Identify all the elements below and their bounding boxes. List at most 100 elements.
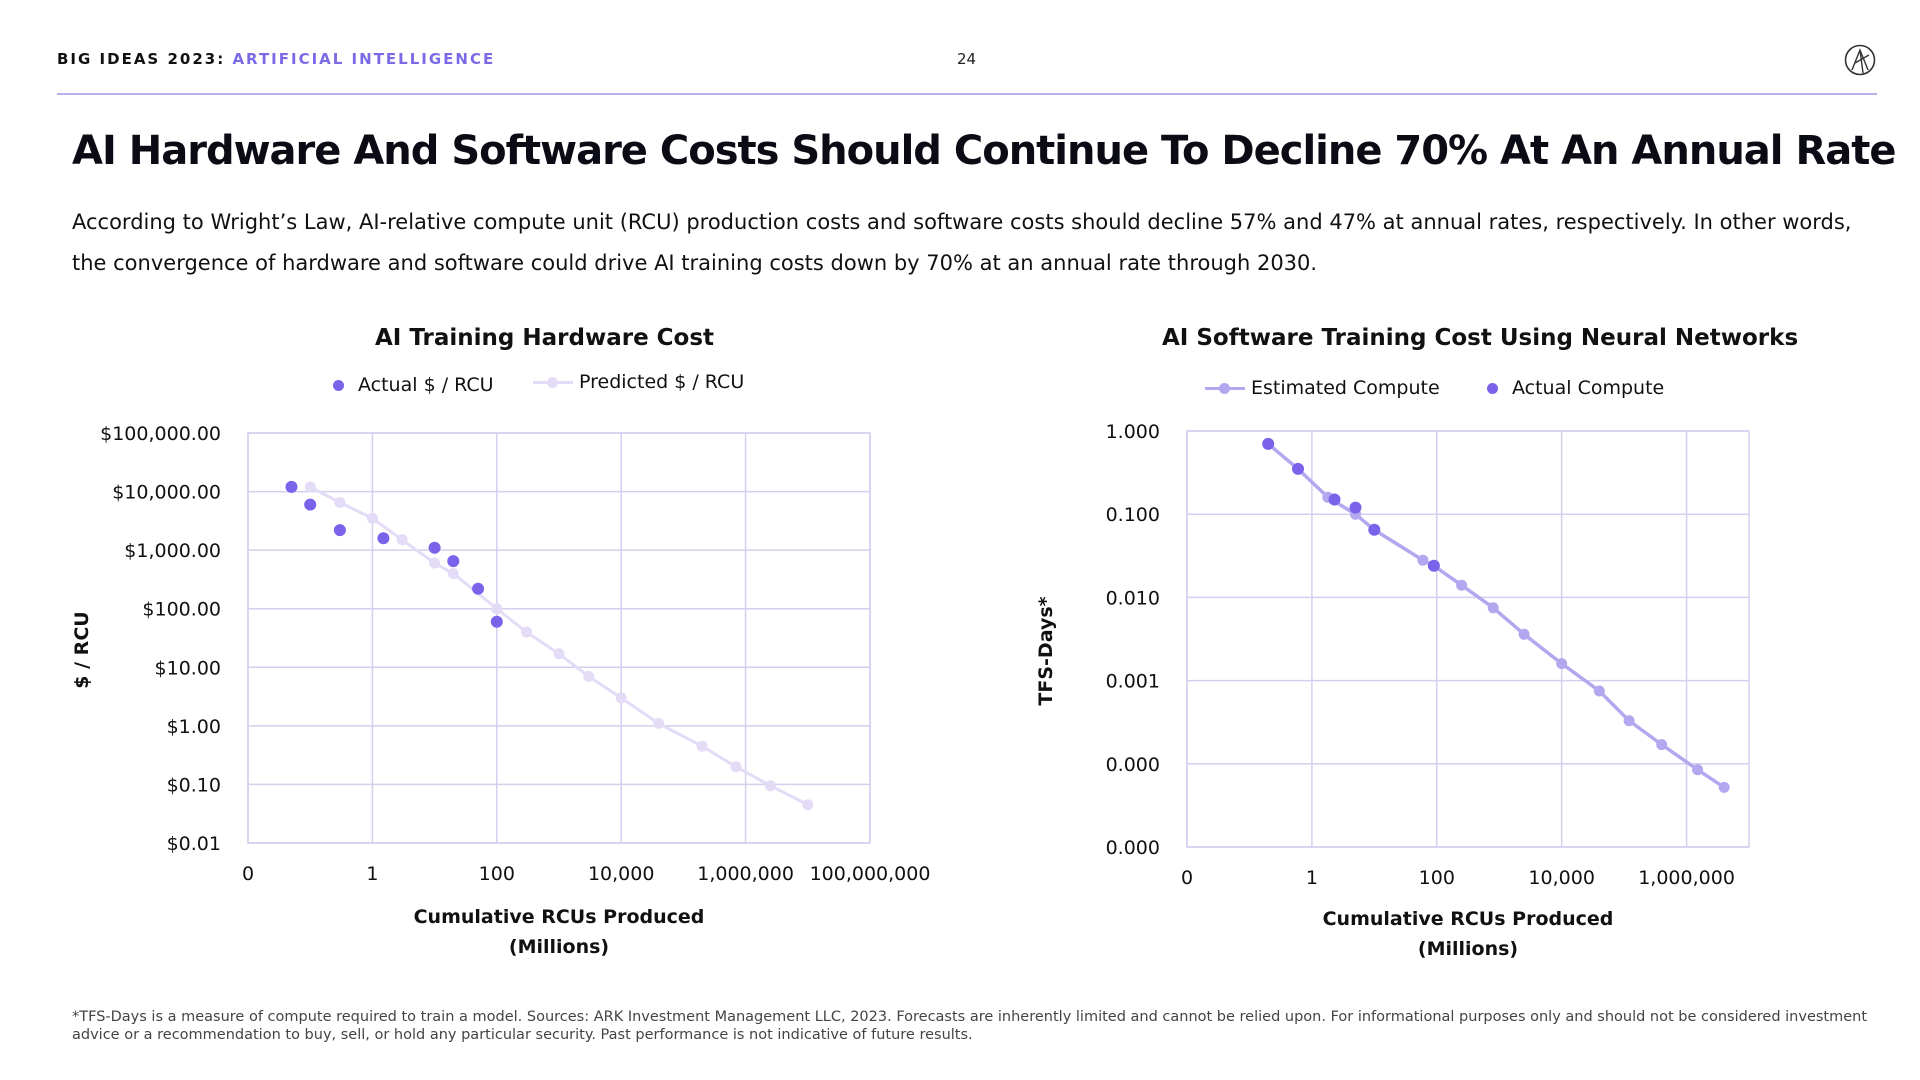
hardware-point-predicted-rcu: [429, 557, 441, 569]
hardware-point-predicted-rcu: [653, 717, 665, 729]
legend-marker-estimated: [1205, 382, 1245, 394]
legend-marker-actual: [333, 379, 344, 391]
hardware-y-tick-label: $1.00: [167, 716, 221, 738]
software-y-tick-label: 0.100: [1106, 504, 1160, 526]
software-point-actual-compute: [1292, 462, 1304, 475]
software-point-estimated-compute: [1692, 764, 1704, 776]
software-chart-legend: Estimated Compute Actual Compute: [1205, 377, 1725, 403]
software-y-tick-label: 0.001: [1106, 671, 1160, 693]
hardware-y-tick-label: $0.01: [167, 833, 221, 855]
software-point-estimated-compute: [1593, 685, 1605, 697]
hardware-chart-legend: Actual $ / RCU Predicted $ / RCU: [333, 371, 793, 400]
hardware-x-tick-label: 1: [366, 863, 378, 885]
legend-item-estimated: Estimated Compute: [1205, 377, 1440, 399]
brand-line: BIG IDEAS 2023: ARTIFICIAL INTELLIGENCE: [57, 50, 495, 68]
software-x-tick-label: 1: [1306, 867, 1318, 889]
software-x-tick-label: 1,000,000: [1638, 867, 1735, 889]
hardware-point-predicted-rcu: [764, 780, 776, 792]
software-point-estimated-compute: [1417, 554, 1429, 566]
hardware-y-tick-label: $100,000.00: [100, 423, 221, 445]
software-y-tick-label: 0.010: [1106, 587, 1160, 609]
hardware-point-actual-rcu: [285, 480, 298, 493]
hardware-x-tick-label: 10,000: [588, 863, 654, 885]
software-point-estimated-compute: [1456, 579, 1468, 591]
section-label: ARTIFICIAL INTELLIGENCE: [232, 50, 496, 68]
software-point-estimated-compute: [1656, 739, 1668, 751]
hardware-point-predicted-rcu: [334, 497, 346, 508]
hardware-y-tick-label: $1,000.00: [124, 540, 221, 562]
software-x-axis-title: Cumulative RCUs Produced: [1323, 908, 1614, 930]
hardware-point-predicted-rcu: [802, 799, 814, 811]
hardware-x-tick-label: 100,000,000: [810, 863, 931, 885]
hardware-point-actual-rcu: [428, 541, 441, 554]
software-y-tick-label: 0.000: [1106, 754, 1160, 776]
software-point-estimated-compute: [1487, 602, 1499, 614]
legend-label-actual-compute: Actual Compute: [1512, 377, 1665, 399]
software-x-tick-label: 100: [1419, 867, 1455, 889]
hardware-point-actual-rcu: [490, 615, 503, 628]
ark-logo-icon: [1844, 44, 1876, 76]
hardware-point-predicted-rcu: [553, 648, 565, 660]
hardware-point-predicted-rcu: [396, 534, 408, 546]
hardware-x-axis-title-line2: (Millions): [509, 936, 609, 958]
hardware-point-actual-rcu: [447, 555, 460, 568]
hardware-x-tick-label: 100: [479, 863, 515, 885]
page-title: AI Hardware And Software Costs Should Co…: [72, 128, 1896, 174]
hardware-point-predicted-rcu: [730, 761, 742, 773]
hardware-series-line-predicted-rcu: [309, 485, 809, 807]
hardware-point-actual-rcu: [377, 532, 390, 545]
brand-label: BIG IDEAS 2023:: [57, 50, 226, 68]
legend-label-estimated: Estimated Compute: [1251, 377, 1440, 399]
software-series-line-estimated-compute: [1267, 442, 1726, 789]
hardware-y-tick-label: $100.00: [142, 599, 221, 621]
software-point-estimated-compute: [1556, 658, 1568, 670]
hardware-y-tick-label: $10,000.00: [112, 482, 221, 504]
hardware-point-actual-rcu: [333, 524, 346, 537]
software-point-actual-compute: [1328, 493, 1341, 506]
page-number: 24: [957, 50, 977, 68]
legend-marker-actual-compute: [1487, 382, 1498, 394]
legend-item-actual-compute: Actual Compute: [1487, 377, 1664, 399]
legend-label-predicted: Predicted $ / RCU: [579, 371, 745, 393]
page-subtitle: According to Wright’s Law, AI-relative c…: [72, 210, 1852, 275]
hardware-point-predicted-rcu: [583, 670, 595, 682]
software-y-tick-label: 1.000: [1106, 421, 1160, 443]
software-point-estimated-compute: [1623, 715, 1635, 727]
hardware-y-tick-label: $0.10: [167, 774, 221, 796]
hardware-point-predicted-rcu: [491, 603, 503, 615]
hardware-y-axis-title: $ / RCU: [71, 611, 93, 688]
header-divider: [57, 93, 1877, 95]
software-y-axis-title: TFS-Days*: [1035, 596, 1057, 705]
software-point-actual-compute: [1368, 523, 1381, 536]
hardware-point-predicted-rcu: [304, 481, 316, 493]
legend-marker-predicted: [533, 376, 573, 388]
software-chart-title: AI Software Training Cost Using Neural N…: [1162, 325, 1799, 351]
software-x-tick-label: 10,000: [1528, 867, 1594, 889]
hardware-point-predicted-rcu: [615, 692, 627, 704]
hardware-x-tick-label: 1,000,000: [697, 863, 794, 885]
hardware-point-predicted-rcu: [696, 740, 708, 752]
hardware-point-predicted-rcu: [447, 568, 459, 579]
software-point-actual-compute: [1349, 501, 1362, 514]
software-point-estimated-compute: [1518, 628, 1530, 640]
software-point-actual-compute: [1262, 437, 1275, 450]
software-x-tick-label: 0: [1181, 867, 1193, 889]
hardware-point-actual-rcu: [472, 582, 485, 595]
hardware-plot-frame: [247, 432, 871, 844]
hardware-x-axis-title: Cumulative RCUs Produced: [414, 906, 705, 928]
hardware-x-tick-label: 0: [242, 863, 254, 885]
legend-label-actual: Actual $ / RCU: [358, 374, 494, 396]
hardware-chart-title: AI Training Hardware Cost: [375, 325, 715, 351]
software-x-axis-title-line2: (Millions): [1418, 938, 1518, 960]
hardware-point-predicted-rcu: [521, 626, 532, 638]
software-point-estimated-compute: [1718, 781, 1730, 793]
hardware-point-actual-rcu: [304, 498, 317, 511]
footnote: *TFS-Days is a measure of compute requir…: [72, 1009, 1868, 1043]
hardware-point-predicted-rcu: [366, 512, 378, 524]
header: BIG IDEAS 2023: ARTIFICIAL INTELLIGENCE …: [57, 44, 1877, 76]
legend-item-actual: Actual $ / RCU: [333, 374, 494, 396]
legend-item-predicted: Predicted $ / RCU: [533, 371, 744, 393]
software-y-tick-label: 0.000: [1106, 837, 1160, 859]
software-point-actual-compute: [1427, 559, 1440, 572]
